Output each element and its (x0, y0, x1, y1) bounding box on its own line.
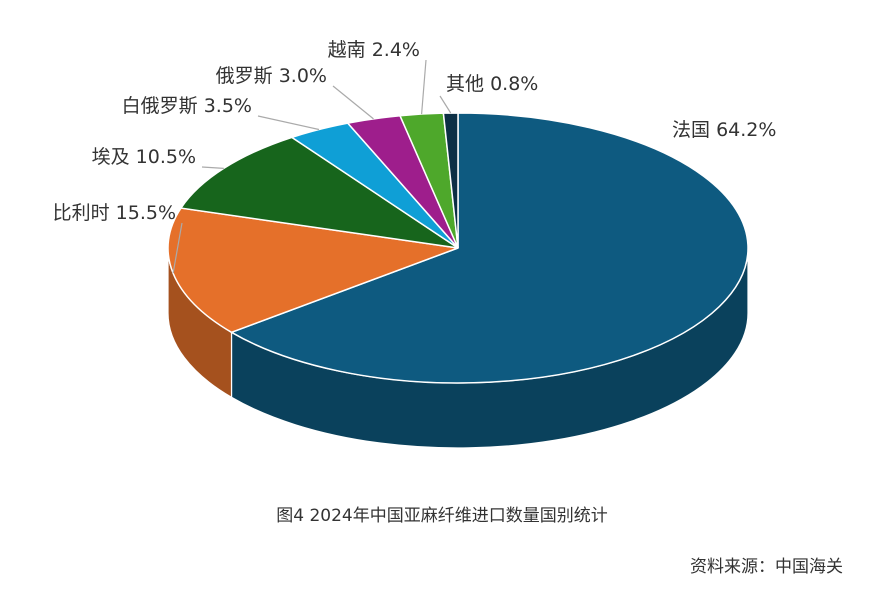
data-label: 俄罗斯 3.0% (216, 65, 327, 87)
labels: 法国 64.2% 比利时 15.5% 埃及 10.5% 白俄罗斯 3.5% 俄罗斯 3.… (53, 39, 776, 274)
category-label: 法国 (672, 119, 710, 141)
value-label: 3.0% (279, 65, 327, 87)
data-label: 法国 64.2% (672, 119, 776, 141)
category-label: 白俄罗斯 (122, 95, 198, 117)
value-label: 3.5% (204, 95, 252, 117)
value-label: 0.8% (490, 73, 538, 95)
data-label: 埃及 10.5% (92, 146, 196, 168)
slice (442, 112, 459, 249)
leader-line (332, 85, 374, 120)
category-label: 俄罗斯 (216, 65, 273, 87)
value-label: 2.4% (372, 39, 420, 61)
leader-line (172, 222, 183, 274)
pie-tops (167, 112, 749, 384)
data-label: 越南 2.4% (328, 39, 420, 61)
slice (167, 207, 459, 334)
data-label: 比利时 15.5% (53, 202, 176, 224)
leader-line (257, 115, 320, 131)
leader-line (421, 59, 427, 115)
caption: 图4 2024年中国亚麻纤维进口数量国别统计 (276, 506, 607, 526)
data-label: 其他 0.8% (446, 73, 538, 95)
leader-line (439, 95, 452, 114)
category-label: 其他 (446, 73, 484, 95)
source: 资料来源：中国海关 (690, 557, 843, 577)
data-label: 白俄罗斯 3.5% (122, 95, 252, 117)
category-label: 越南 (328, 39, 366, 61)
category-label: 埃及 (92, 146, 130, 168)
slice (229, 112, 749, 384)
category-label: 比利时 (53, 202, 110, 224)
value-label: 10.5% (136, 146, 196, 168)
value-label: 15.5% (116, 202, 176, 224)
value-label: 64.2% (716, 119, 776, 141)
leader-line (201, 166, 224, 169)
